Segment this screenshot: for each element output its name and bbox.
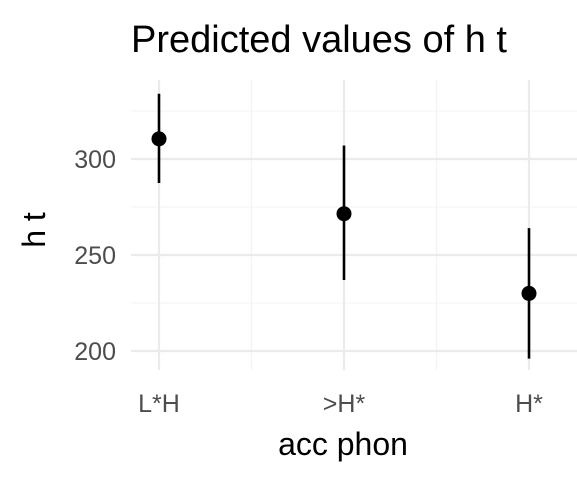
x-tick-label: L*H xyxy=(138,390,180,418)
y-tick-label: 250 xyxy=(74,242,116,270)
data-point xyxy=(151,131,167,147)
x-axis-title: acc phon xyxy=(278,426,408,462)
data-point xyxy=(521,285,537,301)
y-tick-label: 200 xyxy=(74,338,116,366)
y-tick-label: 300 xyxy=(74,146,116,174)
y-axis-ticks: 200 250 300 xyxy=(74,146,116,366)
data-point xyxy=(336,206,352,222)
x-tick-label: >H* xyxy=(323,390,366,418)
y-axis-title: h t xyxy=(16,212,52,248)
grid xyxy=(131,80,577,370)
chart-title: Predicted values of h t xyxy=(131,19,507,61)
x-axis-ticks: L*H >H* H* xyxy=(138,390,543,418)
x-tick-label: H* xyxy=(515,390,543,418)
data-marks xyxy=(151,93,537,359)
